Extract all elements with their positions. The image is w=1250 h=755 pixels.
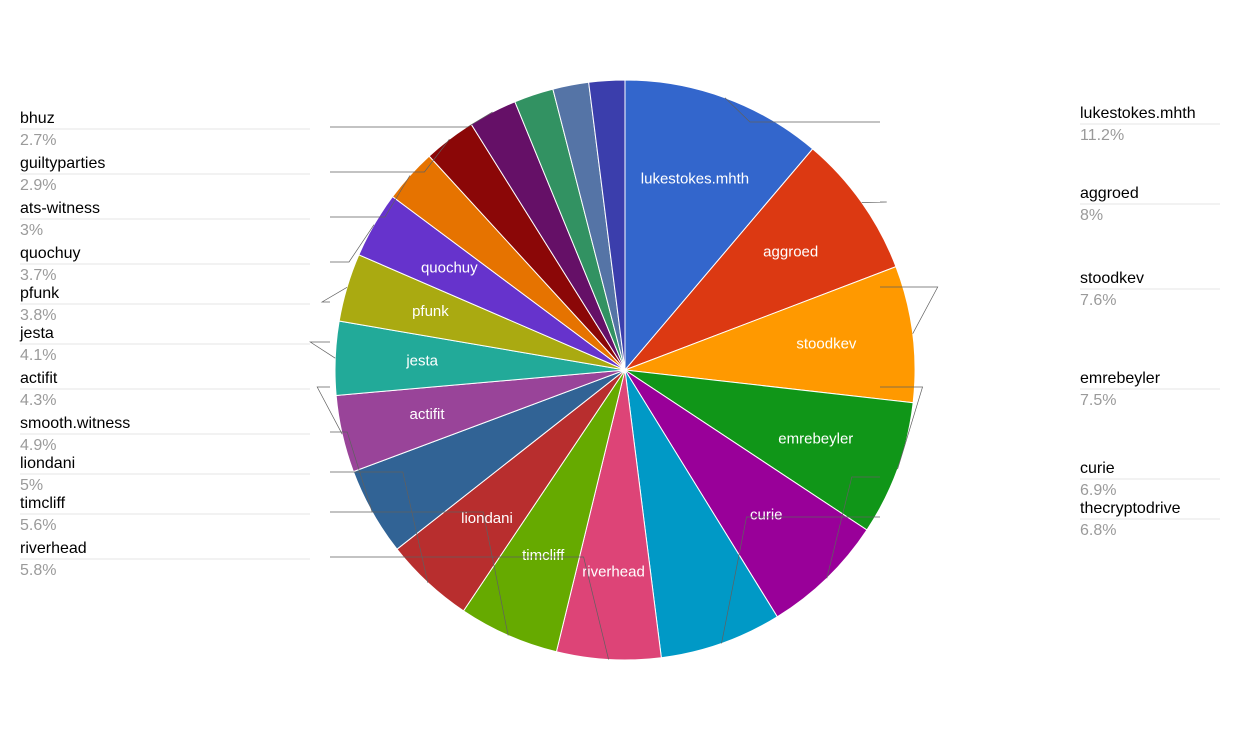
callout-name: liondani [20, 455, 75, 472]
callout-percentage: 8% [1080, 207, 1103, 224]
callout-percentage: 4.3% [20, 392, 56, 409]
callout-name: timcliff [20, 495, 66, 512]
callout-name: curie [1080, 460, 1115, 477]
slice-inner-label: pfunk [412, 303, 449, 320]
callout-percentage: 5.6% [20, 517, 56, 534]
callout-name: actifit [20, 370, 58, 387]
pie-chart-svg: lukestokes.mhth aggroed stoodkev emrebeyler… [0, 0, 1250, 750]
slice-inner-label: stoodkev [796, 336, 857, 353]
leader-line [330, 112, 493, 127]
callout-percentage: 6.8% [1080, 522, 1116, 539]
callout-name: ats-witness [20, 200, 100, 217]
slice-inner-label: curie [750, 507, 783, 524]
slice-inner-label: lukestokes.mhth [641, 170, 749, 187]
callout-percentage: 7.5% [1080, 392, 1116, 409]
leader-line [862, 202, 887, 203]
callout-percentage: 11.2% [1080, 127, 1124, 144]
callout-percentage: 3% [20, 222, 43, 239]
callout-name: lukestokes.mhth [1080, 105, 1196, 122]
callout-name: smooth.witness [20, 415, 130, 432]
callout-name: emrebeyler [1080, 370, 1161, 387]
slice-inner-label: aggroed [763, 244, 818, 261]
callout-percentage: 2.9% [20, 177, 56, 194]
callout-name: riverhead [20, 540, 87, 557]
slice-inner-label: liondani [461, 510, 513, 527]
slice-inner-label: timcliff [522, 547, 565, 564]
callout-name: pfunk [20, 285, 60, 302]
slice-inner-label: jesta [405, 353, 438, 370]
slice-inner-label: quochuy [421, 259, 478, 276]
callout-name: stoodkev [1080, 270, 1144, 287]
pie-chart-container: lukestokes.mhth aggroed stoodkev emrebeyler… [0, 0, 1250, 750]
callout-percentage: 4.1% [20, 347, 56, 364]
slice-inner-label: emrebeyler [778, 430, 853, 447]
callout-percentage: 7.6% [1080, 292, 1116, 309]
callout-percentage: 4.9% [20, 437, 56, 454]
slice-inner-label: actifit [410, 406, 446, 423]
callout-name: quochuy [20, 245, 81, 262]
callout-percentage: 5% [20, 477, 43, 494]
callout-name: aggroed [1080, 185, 1139, 202]
callout-percentage: 5.8% [20, 562, 56, 579]
slice-inner-label: riverhead [582, 564, 645, 581]
callout-percentage: 2.7% [20, 132, 56, 149]
callout-percentage: 6.9% [1080, 482, 1116, 499]
leader-line [310, 342, 335, 358]
callout-percentage: 3.8% [20, 307, 56, 324]
callout-percentage: 3.7% [20, 267, 56, 284]
callout-name: thecryptodrive [1080, 500, 1181, 517]
callout-name: guiltyparties [20, 155, 105, 172]
callout-name: bhuz [20, 110, 55, 127]
callout-name: jesta [19, 325, 54, 342]
